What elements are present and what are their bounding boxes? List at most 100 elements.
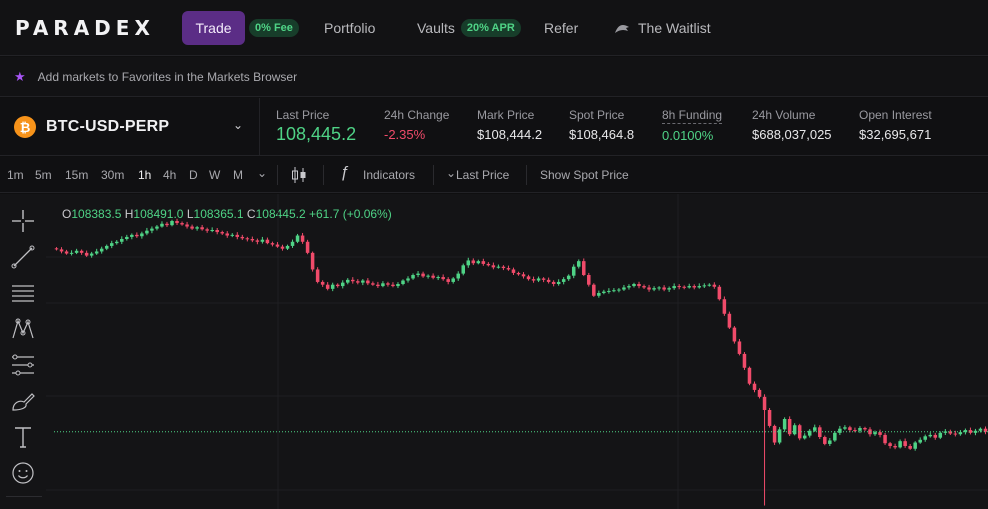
candle-body — [677, 286, 681, 288]
candle-body — [687, 286, 691, 288]
nav-refer-tab[interactable]: Refer — [544, 20, 579, 36]
candle-body — [260, 239, 265, 242]
interval-5m[interactable]: 5m — [35, 168, 52, 182]
low-label: L — [186, 207, 194, 221]
candle-body — [878, 432, 882, 435]
interval-15m[interactable]: 15m — [65, 168, 89, 182]
change-label: 24h Change — [384, 108, 450, 122]
function-icon[interactable]: ƒ — [340, 164, 349, 181]
text-tool-icon[interactable] — [10, 424, 36, 450]
candle-body — [908, 446, 912, 449]
candle-body — [612, 290, 616, 292]
fee-badge: 0% Fee — [249, 11, 299, 45]
emoji-icon[interactable] — [10, 460, 36, 486]
open-interest-label: Open Interest — [859, 108, 932, 122]
fee-badge-label: 0% Fee — [249, 19, 299, 37]
candle-body — [782, 419, 787, 430]
nav-trade-tab[interactable]: Trade — [182, 11, 245, 45]
brush-icon[interactable] — [10, 388, 36, 414]
trend-line-icon[interactable] — [10, 244, 36, 270]
crosshair-icon[interactable] — [10, 208, 36, 234]
candle-body — [647, 287, 651, 290]
candle-body — [305, 241, 310, 253]
candle-body — [828, 440, 832, 444]
bitcoin-icon: ₿ — [14, 116, 36, 138]
candle-body — [662, 287, 666, 290]
candle-body — [983, 428, 988, 432]
candle-body — [426, 275, 430, 277]
candle-body — [807, 430, 812, 436]
candle-body — [551, 281, 556, 284]
candle-body — [175, 221, 179, 224]
interval-d[interactable]: D — [189, 168, 198, 182]
candle-body — [125, 236, 129, 239]
candle-body — [265, 239, 270, 244]
candle-body — [883, 434, 887, 444]
candle-body — [566, 275, 571, 280]
candle-body — [220, 232, 224, 234]
paradex-logo[interactable]: PARADEX — [15, 16, 155, 40]
price-source-dropdown[interactable]: Last Price — [456, 168, 510, 182]
price-chart[interactable]: O108383.5 H108491.0 L108365.1 C108445.2 … — [0, 194, 988, 509]
funding-stat[interactable]: 8h Funding 0.0100% — [662, 108, 723, 143]
candle-body — [913, 442, 917, 449]
candle-body — [928, 434, 933, 437]
candle-body — [99, 248, 104, 252]
candle-body — [657, 287, 661, 289]
pattern-icon[interactable] — [10, 316, 36, 342]
spot-price-value: $108,464.8 — [569, 127, 635, 142]
interval-30m[interactable]: 30m — [101, 168, 125, 182]
candle-body — [898, 441, 902, 448]
interval-w[interactable]: W — [209, 168, 221, 182]
candle-body — [853, 430, 857, 432]
candle-body — [742, 353, 747, 368]
close-value: 108445.2 — [255, 207, 306, 221]
candle-body — [526, 276, 531, 280]
interval-4h[interactable]: 4h — [163, 168, 177, 182]
candle-body — [868, 429, 872, 435]
change-stat: 24h Change -2.35% — [384, 108, 449, 142]
candle-body — [772, 425, 777, 443]
interval-1m[interactable]: 1m — [7, 168, 24, 182]
candle-body — [64, 251, 69, 254]
show-spot-price-button[interactable]: Show Spot Price — [540, 168, 629, 182]
candle-body — [69, 252, 74, 254]
indicators-button[interactable]: Indicators — [363, 168, 416, 182]
interval-1h[interactable]: 1h — [138, 168, 152, 182]
horizontal-lines-icon[interactable] — [10, 280, 36, 306]
candle-body — [155, 226, 159, 229]
intervals-chevron-icon[interactable]: ⌄ — [257, 166, 268, 180]
candle-body — [346, 279, 350, 283]
candle-body — [200, 227, 204, 230]
drawing-tools — [0, 194, 46, 509]
candle-body — [521, 274, 526, 277]
nav-vaults-tab[interactable]: Vaults 20% APR — [417, 11, 521, 45]
star-icon: ★ — [14, 68, 26, 84]
fib-levels-icon[interactable] — [10, 352, 36, 378]
candle-body — [642, 286, 646, 288]
candle-body — [165, 223, 169, 226]
candles-icon[interactable] — [291, 166, 307, 184]
nav-waitlist-tab[interactable]: The Waitlist — [614, 11, 711, 45]
candle-body — [632, 284, 636, 287]
candle-body — [240, 236, 245, 239]
candle-body — [838, 428, 842, 433]
toolbar-divider — [277, 165, 278, 185]
funding-label: 8h Funding — [662, 108, 723, 124]
interval-m[interactable]: M — [233, 168, 243, 182]
candle-body — [109, 243, 114, 246]
candle-body — [89, 253, 94, 256]
market-header: ₿ BTC-USD-PERP ⌄ Last Price 108,445.2 24… — [0, 98, 988, 156]
price-source-chevron-icon: ⌄ — [446, 166, 457, 180]
nav-portfolio-tab[interactable]: Portfolio — [324, 20, 376, 36]
toolbar-divider — [526, 165, 527, 185]
ohlc-change: +61.7 (+0.06%) — [309, 207, 392, 221]
candle-body — [84, 252, 89, 256]
market-selector[interactable]: ₿ BTC-USD-PERP ⌄ — [0, 98, 260, 156]
candle-body — [792, 425, 797, 435]
candle-body — [813, 427, 817, 431]
candlestick-plot[interactable] — [46, 194, 988, 509]
candle-body — [622, 287, 626, 290]
wave-icon — [615, 25, 629, 33]
candle-body — [843, 427, 847, 429]
